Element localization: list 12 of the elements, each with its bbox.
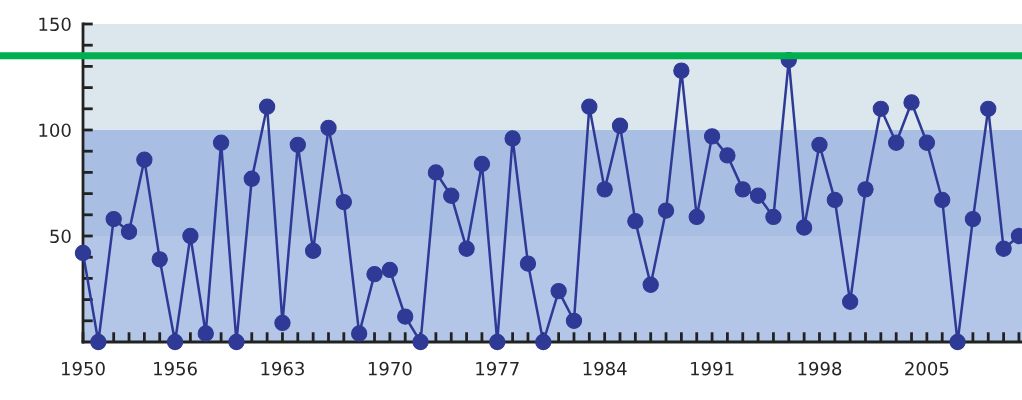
y-tick-label: 50 — [50, 229, 71, 244]
x-tick-label: 1977 — [476, 361, 519, 376]
y-tick-label: 150 — [39, 17, 71, 32]
x-tick-label: 1950 — [62, 361, 105, 376]
x-tick-label: 1998 — [798, 361, 842, 376]
x-tick-label: 1956 — [154, 361, 197, 376]
x-tick-label: 1991 — [691, 361, 734, 376]
x-tick-label: 1984 — [583, 361, 627, 376]
x-tick-label: 1963 — [261, 361, 304, 376]
x-tick-label: 2005 — [905, 361, 949, 376]
y-tick-label: 100 — [39, 123, 71, 138]
x-tick-label: 1970 — [368, 361, 412, 376]
